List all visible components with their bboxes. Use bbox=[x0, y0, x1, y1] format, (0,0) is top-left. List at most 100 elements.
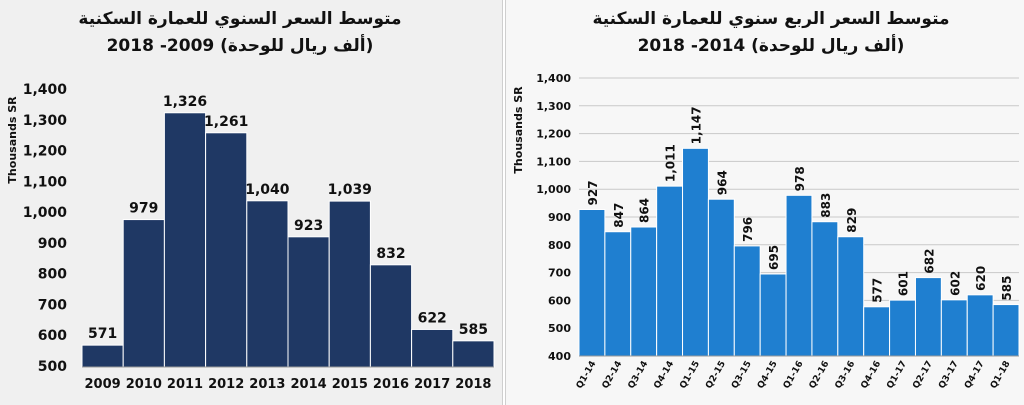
x-tick-label: Q2-16 bbox=[808, 360, 832, 391]
x-tick-label: Q2-14 bbox=[601, 360, 625, 391]
data-label: 883 bbox=[819, 193, 833, 218]
bar bbox=[163, 112, 207, 368]
bar bbox=[205, 132, 248, 368]
data-label: 601 bbox=[897, 271, 911, 296]
x-tick-label: Q1-15 bbox=[678, 360, 702, 391]
data-label: 695 bbox=[767, 245, 781, 270]
y-tick-label: 1,200 bbox=[536, 128, 571, 141]
x-tick-label: Q4-16 bbox=[859, 360, 883, 391]
x-tick-label: 2009 bbox=[85, 377, 121, 392]
plot-area: 400 500 600 700 800 900 1,000 1,100 1,200 1,300 1,… bbox=[536, 72, 1020, 391]
data-label: 964 bbox=[715, 170, 729, 195]
data-label: 927 bbox=[586, 180, 600, 205]
x-tick-label: Q4-14 bbox=[652, 360, 676, 391]
chart-subtitle: (ألف ريال للوحدة) 2014- 2018 bbox=[638, 34, 905, 56]
data-label: 571 bbox=[88, 326, 117, 342]
quarterly-price-chart-panel: متوسط السعر الربع سنوي للعمارة السكنية (… bbox=[505, 0, 1024, 405]
data-label: 682 bbox=[922, 249, 936, 274]
data-label: 1,261 bbox=[204, 114, 248, 130]
y-tick-label: 1,100 bbox=[23, 174, 68, 190]
x-tick-label: Q3-16 bbox=[834, 360, 858, 391]
bar bbox=[122, 219, 165, 368]
plot-area: 500 600 700 800 900 1,000 1,100 1,200 1,300 1,400… bbox=[23, 82, 495, 392]
x-tick-label: 2014 bbox=[291, 377, 327, 392]
bar bbox=[811, 221, 839, 357]
y-tick-label: 1,400 bbox=[536, 72, 571, 85]
bar bbox=[246, 200, 289, 368]
bar bbox=[287, 236, 330, 368]
y-tick-label: 600 bbox=[38, 328, 67, 344]
chart-subtitle: (ألف ريال للوحدة) 2009- 2018 bbox=[107, 34, 374, 56]
bar bbox=[656, 185, 684, 357]
bar bbox=[992, 304, 1020, 357]
chart-title: متوسط السعر الربع سنوي للعمارة السكنية bbox=[592, 9, 949, 29]
y-tick-label: 600 bbox=[548, 294, 571, 307]
data-label: 577 bbox=[871, 278, 885, 303]
bar bbox=[452, 340, 495, 368]
data-label: 832 bbox=[376, 246, 405, 262]
data-label: 622 bbox=[418, 310, 447, 326]
bar bbox=[707, 198, 735, 357]
x-tick-label: 2011 bbox=[167, 377, 203, 392]
bar bbox=[411, 328, 454, 368]
annual-price-chart: متوسط السعر السنوي للعمارة السكنية (ألف … bbox=[6, 9, 495, 392]
bar bbox=[81, 344, 124, 368]
x-tick-label: 2017 bbox=[414, 377, 450, 392]
bar bbox=[785, 194, 813, 357]
chart-title: متوسط السعر السنوي للعمارة السكنية bbox=[78, 9, 401, 29]
bar bbox=[604, 231, 632, 357]
x-tick-label: Q3-14 bbox=[627, 360, 651, 391]
bar bbox=[889, 299, 916, 357]
x-tick-label: 2015 bbox=[332, 377, 368, 392]
y-tick-label: 1,000 bbox=[23, 205, 68, 221]
x-tick-label: Q1-18 bbox=[989, 360, 1013, 391]
x-tick-label: 2013 bbox=[249, 377, 285, 392]
y-tick-label: 1,300 bbox=[23, 113, 68, 129]
data-label: 1,039 bbox=[328, 182, 372, 198]
data-label: 1,147 bbox=[689, 106, 703, 144]
y-tick-label: 1,100 bbox=[536, 155, 571, 168]
annual-price-chart-panel: متوسط السعر السنوي للعمارة السكنية (ألف … bbox=[0, 0, 503, 405]
bar bbox=[914, 277, 942, 357]
quarterly-price-chart: متوسط السعر الربع سنوي للعمارة السكنية (… bbox=[512, 9, 1020, 391]
y-tick-label: 700 bbox=[548, 267, 571, 280]
y-tick-label: 800 bbox=[548, 239, 571, 252]
x-tick-label: Q4-15 bbox=[756, 360, 780, 391]
y-tick-label: 400 bbox=[548, 350, 571, 363]
bar bbox=[682, 147, 709, 357]
data-label: 864 bbox=[638, 198, 652, 223]
bar bbox=[578, 208, 606, 357]
data-label: 847 bbox=[612, 203, 626, 228]
y-tick-label: 900 bbox=[38, 236, 67, 252]
data-label: 923 bbox=[294, 218, 323, 234]
data-label: 620 bbox=[974, 266, 988, 291]
x-tick-label: Q2-15 bbox=[704, 360, 728, 391]
bar bbox=[369, 264, 413, 368]
x-tick-label: Q1-16 bbox=[782, 360, 806, 391]
data-label: 796 bbox=[741, 217, 755, 242]
x-tick-label: Q3-15 bbox=[730, 360, 754, 391]
x-tick-label: Q4-17 bbox=[963, 360, 987, 391]
x-tick-label: Q1-14 bbox=[575, 360, 599, 391]
y-tick-label: 500 bbox=[38, 359, 67, 375]
bar bbox=[837, 236, 865, 357]
data-label: 585 bbox=[459, 322, 488, 338]
bar bbox=[733, 245, 761, 357]
y-tick-label: 1,300 bbox=[536, 100, 571, 113]
bar bbox=[759, 273, 787, 357]
x-tick-label: 2012 bbox=[208, 377, 244, 392]
bar bbox=[630, 226, 658, 357]
y-tick-label: 1,200 bbox=[23, 144, 68, 160]
bar bbox=[940, 299, 968, 357]
y-tick-label: 900 bbox=[548, 211, 571, 224]
x-tick-label: 2010 bbox=[126, 377, 162, 392]
x-tick-label: 2016 bbox=[373, 377, 409, 392]
data-label: 978 bbox=[793, 166, 807, 191]
y-tick-label: 800 bbox=[38, 267, 67, 283]
bar bbox=[328, 200, 371, 368]
x-tick-label: 2018 bbox=[455, 377, 491, 392]
y-tick-label: 700 bbox=[38, 297, 67, 313]
y-tick-label: 1,000 bbox=[536, 183, 571, 196]
x-tick-label: Q2-17 bbox=[911, 360, 935, 391]
data-label: 829 bbox=[845, 208, 859, 233]
